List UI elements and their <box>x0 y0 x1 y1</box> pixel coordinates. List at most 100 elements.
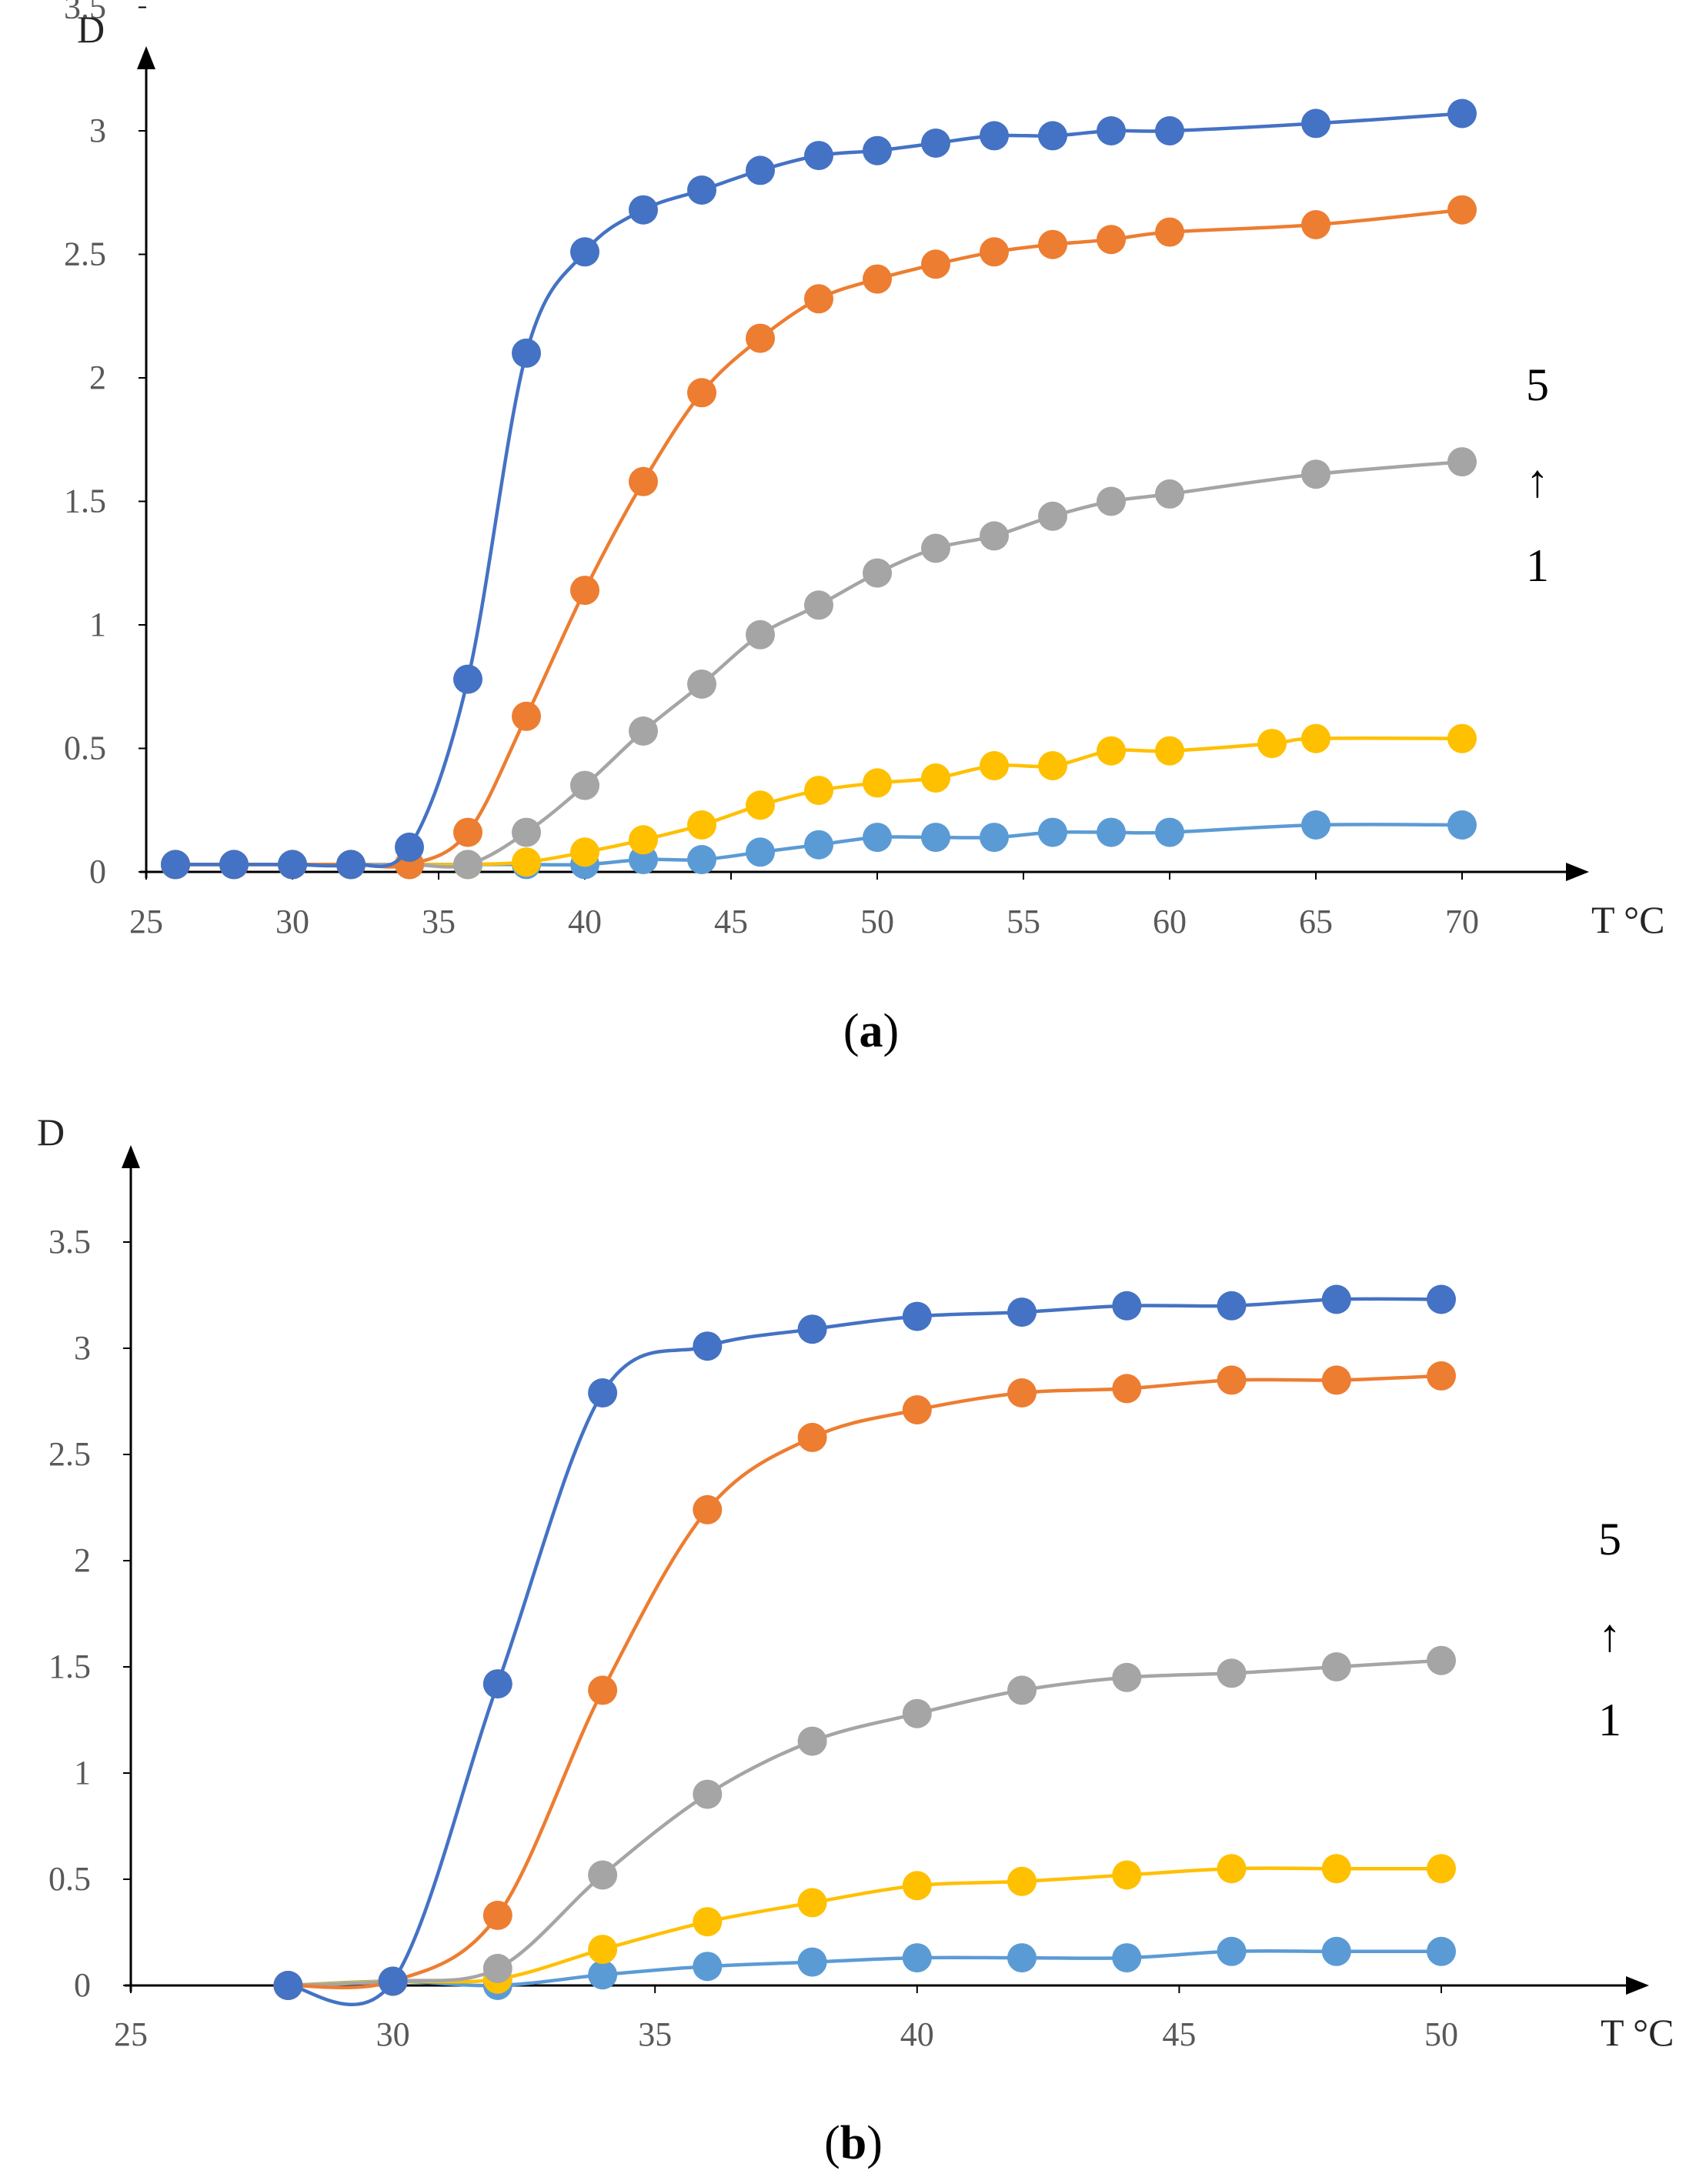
y-tick-label: 3 <box>74 1329 91 1367</box>
data-point <box>687 845 716 874</box>
data-point <box>482 1953 512 1983</box>
x-axis-title: T °C <box>1601 2011 1674 2054</box>
data-point <box>395 832 424 862</box>
data-point <box>1427 1361 1456 1391</box>
data-point <box>797 1422 827 1452</box>
data-point <box>1007 1297 1037 1327</box>
x-tick-label: 35 <box>422 903 456 940</box>
data-point <box>1038 751 1067 780</box>
caption-letter: a <box>860 1005 883 1057</box>
x-tick-label: 25 <box>129 903 163 940</box>
data-point <box>863 768 892 798</box>
x-tick-label: 40 <box>568 903 602 940</box>
data-point <box>804 141 833 171</box>
data-point <box>693 1494 723 1524</box>
data-point <box>629 195 658 225</box>
y-tick-label: 1.5 <box>48 1648 91 1685</box>
data-point <box>902 1871 932 1901</box>
data-point <box>1007 1943 1037 1973</box>
data-point <box>1112 1662 1142 1692</box>
data-point <box>1007 1378 1037 1408</box>
data-point <box>161 850 190 880</box>
panel-caption: (b) <box>824 2117 883 2169</box>
x-tick-label: 50 <box>1424 2015 1458 2053</box>
data-point <box>746 790 775 820</box>
x-tick-label: 40 <box>900 2015 934 2053</box>
data-point <box>588 1935 618 1965</box>
y-tick-label: 3 <box>89 112 106 149</box>
y-tick-label: 0 <box>89 853 106 890</box>
data-point <box>1427 1284 1456 1314</box>
data-point <box>693 1907 723 1937</box>
data-point <box>746 155 775 185</box>
y-axis-arrow-icon <box>137 46 155 69</box>
data-point <box>921 763 950 793</box>
data-point <box>980 521 1009 551</box>
data-point <box>804 590 833 620</box>
caption-paren-open: ( <box>843 1005 860 1057</box>
series-range-arrow-icon: ↑ <box>1526 456 1549 506</box>
series-range-top: 5 <box>1526 359 1549 410</box>
data-point <box>746 619 775 650</box>
series-2 <box>273 1854 1456 2000</box>
data-point <box>1038 229 1067 259</box>
data-point <box>512 847 541 877</box>
x-tick-label: 70 <box>1445 903 1479 940</box>
caption-paren-close: ) <box>866 2117 883 2169</box>
data-point <box>746 323 775 353</box>
data-point <box>863 135 892 165</box>
series-range-top: 5 <box>1598 1514 1621 1565</box>
data-point <box>921 249 950 279</box>
data-point <box>512 701 541 731</box>
data-point <box>1097 116 1126 145</box>
series-3 <box>161 447 1477 880</box>
data-point <box>1447 99 1477 129</box>
data-point <box>588 1960 618 1990</box>
data-point <box>378 1966 408 1996</box>
data-point <box>1112 1374 1142 1404</box>
data-point <box>980 751 1009 780</box>
data-point <box>1301 723 1330 753</box>
data-point <box>482 1900 512 1930</box>
data-point <box>693 1952 723 1982</box>
series-line-3 <box>286 1658 1444 1988</box>
data-point <box>570 837 599 867</box>
data-point <box>1321 1284 1351 1314</box>
x-tick-label: 25 <box>114 2015 148 2053</box>
data-point <box>863 823 892 853</box>
series-line-2 <box>286 1866 1444 1988</box>
data-point <box>1155 817 1184 847</box>
series-1 <box>273 1936 1456 2000</box>
data-point <box>1217 1854 1247 1884</box>
data-point <box>797 1314 827 1344</box>
data-point <box>1217 1658 1247 1688</box>
data-point <box>278 850 307 880</box>
x-tick-label: 60 <box>1153 903 1187 940</box>
y-tick-label: 1.5 <box>64 483 106 520</box>
x-tick-label: 30 <box>275 903 309 940</box>
x-tick-label: 30 <box>376 2015 410 2053</box>
data-point <box>980 823 1009 853</box>
data-point <box>1097 817 1126 847</box>
data-point <box>1112 1291 1142 1321</box>
chart-panel-a: 0 0.5 1 1.5 2 2.5 3 3.5 25 30 35 40 45 50 55 60 65 70 D T °… <box>64 0 1664 1057</box>
data-point <box>1321 1936 1351 1966</box>
x-tick-label: 65 <box>1299 903 1333 940</box>
data-point <box>336 850 366 880</box>
y-tick-label: 0.5 <box>64 730 106 767</box>
data-point <box>1155 116 1184 145</box>
data-point <box>1097 736 1126 766</box>
series-line-3 <box>173 459 1464 869</box>
data-point <box>512 338 541 368</box>
x-axis-arrow-icon <box>1626 1976 1649 1995</box>
data-point <box>453 850 482 880</box>
data-point <box>588 1675 618 1705</box>
data-point <box>1257 729 1287 759</box>
data-point <box>863 558 892 588</box>
data-point <box>1447 195 1477 225</box>
data-point <box>1301 210 1330 239</box>
series-range-arrow-icon: ↑ <box>1598 1610 1621 1661</box>
data-point <box>1301 810 1330 840</box>
data-point <box>863 264 892 294</box>
